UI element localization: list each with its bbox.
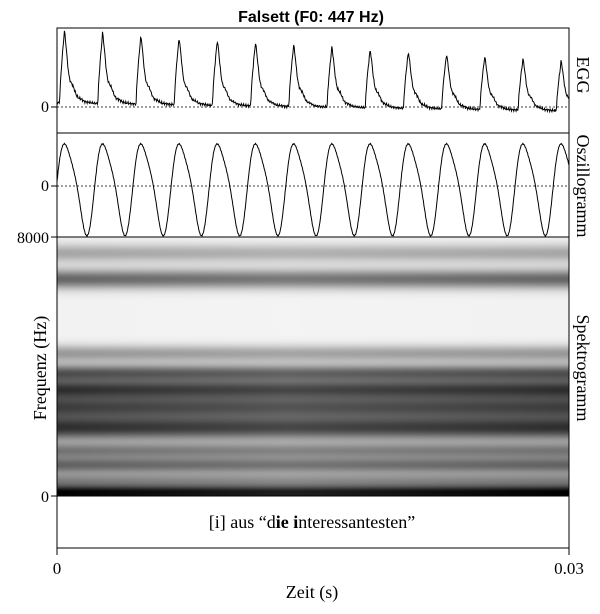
caption-text: [i] aus “die interessantesten” <box>209 512 415 532</box>
egg-panel-label: EGG <box>573 57 593 94</box>
caption-part-2: nteressantesten” <box>298 512 415 532</box>
spektrogramm-panel <box>51 236 569 497</box>
spektrogramm-panel-label: Spektrogramm <box>573 315 593 422</box>
spektrogramm-y-tick-0: 0 <box>41 489 49 506</box>
y-axis-label: Frequenz (Hz) <box>30 316 51 420</box>
spectrogram-overlay <box>57 237 569 496</box>
oszillogramm-waveform <box>56 142 570 237</box>
plot-frame <box>56 27 570 549</box>
caption-part-0: [i] aus “d <box>209 512 276 532</box>
spektrogramm-y-tick-8000: 8000 <box>17 230 49 247</box>
x-axis-label: Zeit (s) <box>286 582 338 603</box>
oszillogramm-panel <box>51 142 570 237</box>
oszillogramm-panel-label: Oszillogramm <box>573 135 593 238</box>
chart-title: Falsett (F0: 447 Hz) <box>238 9 384 26</box>
egg-waveform <box>56 30 569 114</box>
egg-panel <box>51 30 569 114</box>
egg-y-tick-0: 0 <box>41 99 49 116</box>
caption-part-1: ie i <box>276 512 299 532</box>
plot-border <box>56 27 570 549</box>
x-axis <box>56 548 570 555</box>
x-tick-label-0.03: 0.03 <box>554 559 584 578</box>
x-tick-label-0: 0 <box>53 559 62 578</box>
oszillogramm-y-tick-0: 0 <box>41 178 49 195</box>
